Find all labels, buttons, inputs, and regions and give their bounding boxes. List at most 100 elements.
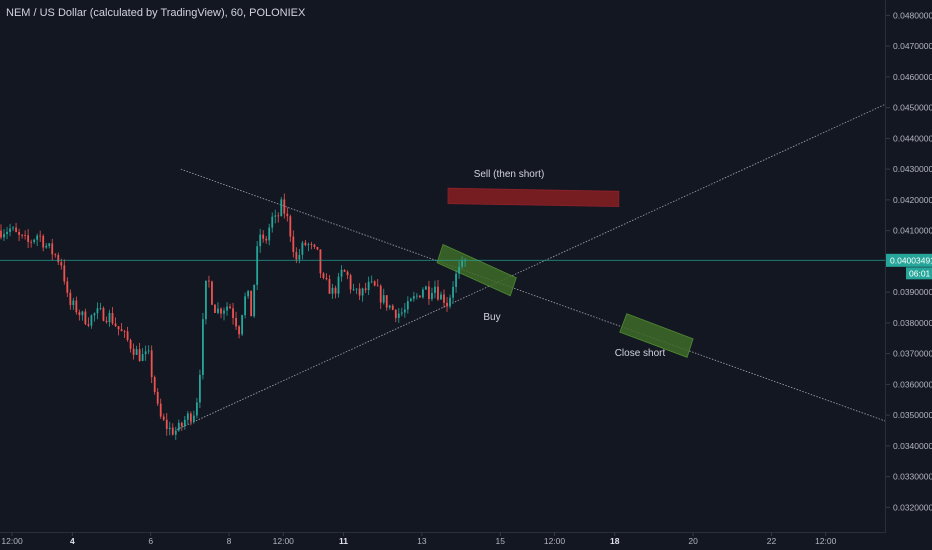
candle-down — [232, 308, 234, 319]
candle-down — [159, 403, 162, 417]
candle-up — [400, 312, 403, 314]
candle-up — [247, 290, 250, 297]
candle-down — [150, 350, 153, 378]
candle-up — [449, 297, 451, 307]
candle-down — [162, 416, 165, 420]
candle-up — [195, 402, 198, 416]
close-short-label: Close short — [615, 348, 666, 359]
candle-up — [205, 280, 207, 320]
candle-down — [322, 273, 325, 279]
candle-down — [328, 279, 331, 294]
candle-up — [280, 199, 283, 217]
candle-down — [24, 234, 27, 236]
time-tick-label: 12:00 — [1, 536, 23, 546]
candle-down — [54, 254, 57, 256]
candle-up — [223, 310, 225, 314]
candle-up — [409, 298, 412, 302]
candle-up — [168, 427, 171, 430]
candle-up — [406, 301, 409, 310]
candle-up — [355, 288, 358, 290]
candle-down — [334, 287, 337, 294]
last-price-badge: 0.04003491 06:01 — [886, 253, 932, 280]
candle-down — [343, 269, 346, 272]
close-short-zone[interactable] — [619, 313, 694, 358]
candle-down — [238, 326, 240, 335]
candle-down — [138, 349, 141, 361]
candle-down — [57, 255, 60, 263]
candle-up — [268, 227, 271, 241]
candle-up — [259, 234, 262, 247]
candle-down — [292, 236, 295, 253]
candle-up — [403, 309, 406, 313]
candle-up — [461, 261, 463, 267]
candle-up — [425, 286, 427, 290]
candle-down — [120, 329, 123, 332]
descending-trendline[interactable] — [180, 168, 887, 422]
candle-down — [319, 249, 322, 274]
candle-down — [229, 306, 231, 309]
trendlines — [176, 103, 887, 431]
candle-down — [153, 377, 156, 392]
candle-down — [102, 308, 105, 321]
candle-down — [265, 238, 268, 241]
time-tick-label: 12:00 — [815, 536, 837, 546]
candle-down — [373, 281, 376, 286]
candle-down — [385, 295, 388, 308]
candle-up — [452, 286, 454, 298]
candle-down — [446, 302, 448, 307]
candle-down — [60, 262, 63, 266]
candle-up — [241, 315, 243, 335]
candle-down — [18, 231, 20, 235]
candle-up — [9, 228, 11, 232]
candle-up — [174, 430, 177, 435]
time-tick-label: 8 — [227, 536, 232, 546]
candle-down — [208, 280, 210, 282]
candle-up — [271, 216, 274, 228]
candle-down — [156, 391, 159, 404]
candle-up — [45, 245, 48, 248]
time-tick-label: 12:00 — [273, 536, 295, 546]
time-axis[interactable]: 12:00 4 6 8 12:00 11 13 15 12:00 18 20 22 12:00 — [1, 532, 837, 546]
sell-zone[interactable] — [447, 187, 620, 208]
candle-down — [346, 271, 349, 276]
candle-down — [437, 286, 439, 300]
candle-up — [48, 243, 51, 246]
time-tick-label: 13 — [417, 536, 427, 546]
candle-down — [75, 300, 78, 313]
candle-up — [199, 374, 201, 403]
ascending-trendline[interactable] — [176, 103, 887, 431]
candle-down — [117, 326, 120, 330]
candle-down — [325, 278, 328, 280]
candle-up — [331, 287, 334, 294]
candle-up — [458, 266, 460, 274]
chart-title: NEM / US Dollar (calculated by TradingVi… — [6, 7, 306, 19]
candle-up — [361, 288, 364, 296]
candle-down — [87, 324, 90, 326]
candle-down — [277, 215, 280, 217]
candle-up — [141, 354, 144, 361]
candle-down — [69, 292, 72, 306]
candle-down — [358, 288, 361, 296]
candle-down — [418, 295, 421, 298]
candle-down — [289, 216, 292, 237]
candle-down — [111, 313, 114, 324]
candle-up — [135, 349, 138, 355]
candle-down — [313, 244, 316, 247]
candle-up — [274, 215, 277, 217]
candle-up — [93, 313, 96, 316]
buy-zone[interactable] — [436, 243, 517, 297]
candle-down — [171, 427, 174, 435]
time-tick-label: 18 — [610, 536, 620, 546]
candle-up — [434, 286, 436, 293]
candle-down — [428, 286, 430, 300]
candle-down — [262, 234, 265, 239]
candle-up — [217, 308, 219, 313]
candle-up — [455, 273, 457, 287]
candle-down — [129, 339, 132, 349]
